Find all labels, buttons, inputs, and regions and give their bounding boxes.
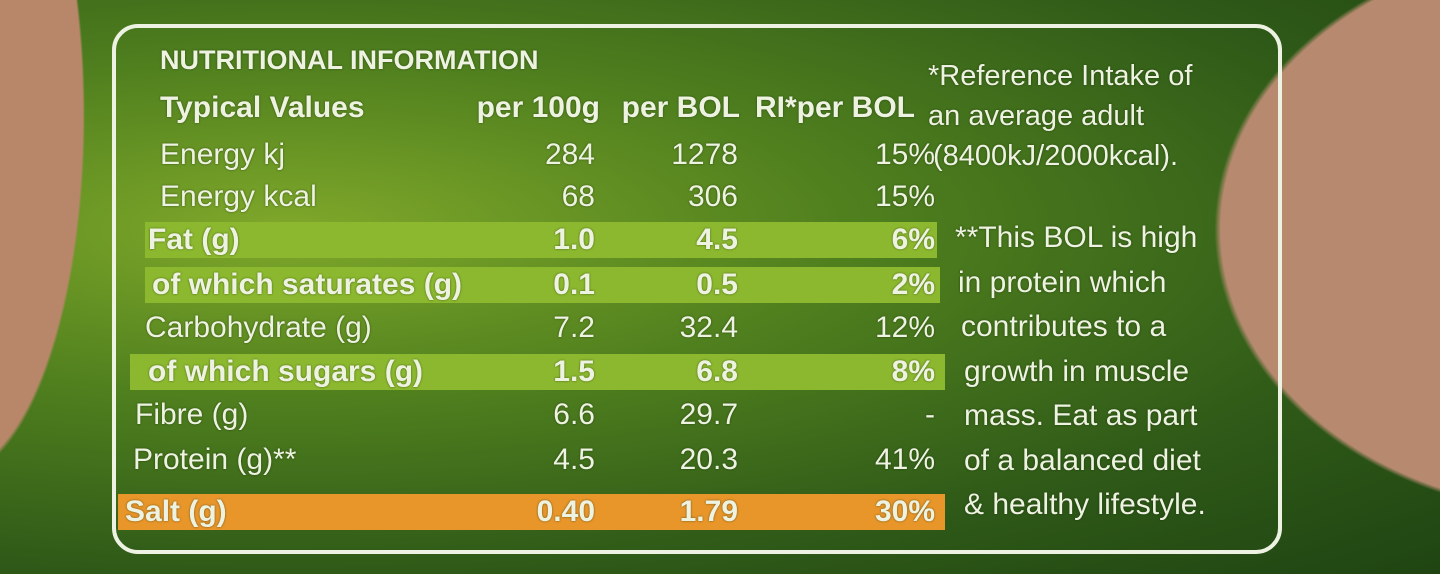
value-cell: 41% xyxy=(874,443,935,476)
value-cell: 2% xyxy=(891,268,935,301)
value-cell: 15% xyxy=(874,180,935,213)
highlight-bar xyxy=(118,494,945,530)
value-cell: 6.8 xyxy=(696,355,738,388)
value-cell: 1278 xyxy=(671,138,738,171)
value-cell: 20.3 xyxy=(679,443,738,476)
value-cell: 68 xyxy=(561,180,595,213)
note-line: & healthy lifestyle. xyxy=(964,488,1206,521)
label-frame xyxy=(112,24,1282,554)
highlight-bar xyxy=(130,354,945,390)
background-edge xyxy=(1140,0,1440,574)
value-cell: 7.2 xyxy=(553,311,595,344)
highlight-bar xyxy=(145,222,937,258)
note-line: (8400kJ/2000kcal). xyxy=(933,140,1179,172)
value-cell: 32.4 xyxy=(679,311,738,344)
value-cell: 30% xyxy=(874,495,935,528)
row-label: of which sugars (g) xyxy=(148,355,424,388)
note-line: *Reference Intake of xyxy=(928,60,1193,92)
row-label: Carbohydrate (g) xyxy=(145,311,372,344)
header-cell: per 100g xyxy=(476,91,600,124)
note-line: mass. Eat as part xyxy=(964,399,1198,432)
row-label: Protein (g)** xyxy=(133,443,297,476)
value-cell: 15% xyxy=(874,138,935,171)
highlight-bar xyxy=(145,267,940,303)
note-line: growth in muscle xyxy=(964,354,1190,388)
value-cell: 1.5 xyxy=(553,355,595,388)
value-cell: 4.5 xyxy=(696,223,738,256)
row-label: of which saturates (g) xyxy=(152,268,463,301)
value-cell: 6.6 xyxy=(553,398,595,431)
value-cell: 29.7 xyxy=(679,398,738,431)
note-line: in protein which xyxy=(958,265,1167,299)
row-label: Fibre (g) xyxy=(135,398,249,431)
value-cell: 4.5 xyxy=(553,443,595,476)
header-cell: per BOL xyxy=(621,91,740,124)
background-edge xyxy=(0,0,120,574)
value-cell: 1.79 xyxy=(679,495,738,528)
title: NUTRITIONAL INFORMATION xyxy=(160,45,539,75)
row-label: Energy kj xyxy=(160,138,286,171)
value-cell: - xyxy=(925,398,935,431)
value-cell: 284 xyxy=(544,138,595,171)
note-line: contributes to a xyxy=(961,310,1167,343)
value-cell: 8% xyxy=(891,355,935,388)
note-line: an average adult xyxy=(928,100,1145,132)
value-cell: 6% xyxy=(891,223,935,256)
value-cell: 0.5 xyxy=(696,268,738,301)
note-line: of a balanced diet xyxy=(964,443,1201,477)
header-cell: Typical Values xyxy=(160,91,365,124)
value-cell: 306 xyxy=(687,180,738,213)
row-label: Energy kcal xyxy=(160,180,317,213)
value-cell: 1.0 xyxy=(553,223,595,256)
note-line: **This BOL is high xyxy=(955,221,1198,254)
header-cell: RI*per BOL xyxy=(754,91,915,124)
row-label: Fat (g) xyxy=(148,223,240,256)
value-cell: 0.40 xyxy=(536,495,595,528)
value-cell: 12% xyxy=(874,311,935,344)
value-cell: 0.1 xyxy=(553,268,595,301)
row-label: Salt (g) xyxy=(125,495,227,528)
